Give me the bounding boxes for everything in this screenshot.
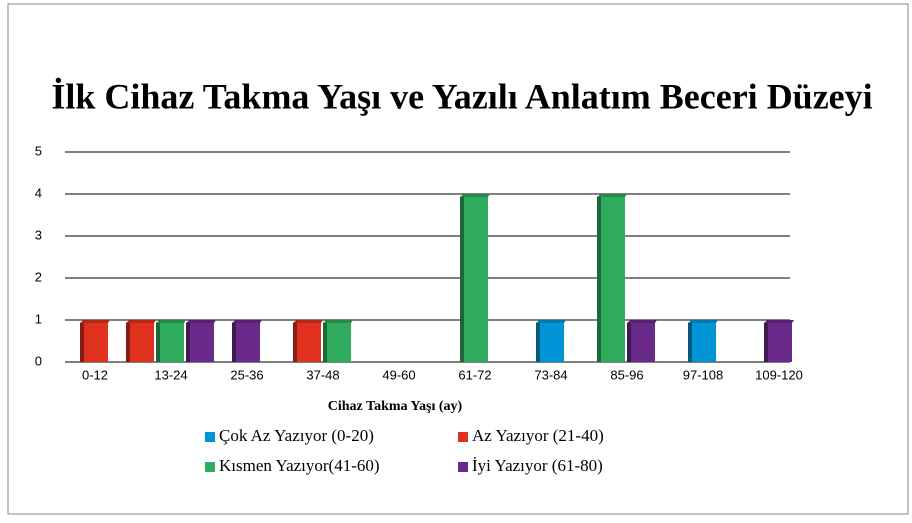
bar-face (190, 323, 214, 362)
bar-top (126, 320, 156, 323)
bar-side (688, 320, 692, 362)
y-tick-label: 1 (35, 311, 42, 326)
bar-side (232, 320, 236, 362)
bar (232, 320, 262, 362)
bar (688, 320, 718, 362)
y-tick-label: 2 (35, 269, 42, 284)
bar (156, 320, 186, 362)
bar-top (293, 320, 323, 323)
bar-top (186, 320, 216, 323)
bar (80, 320, 110, 362)
legend-swatch (458, 462, 468, 472)
chart-title: İlk Cihaz Takma Yaşı ve Yazılı Anlatım B… (51, 76, 872, 116)
legend-label: Çok Az Yazıyor (0-20) (219, 426, 374, 445)
bar (764, 320, 794, 362)
bar-face (297, 323, 321, 362)
bar-face (130, 323, 154, 362)
bar-top (627, 320, 657, 323)
bar-top (536, 320, 566, 323)
bar-side (597, 194, 601, 362)
bar-face (236, 323, 260, 362)
bar-top (323, 320, 353, 323)
x-tick-label: 61-72 (458, 367, 491, 382)
bar (126, 320, 156, 362)
bar-face (84, 323, 108, 362)
bar-face (631, 323, 655, 362)
bar-face (327, 323, 351, 362)
bar-side (126, 320, 130, 362)
bar-side (460, 194, 464, 362)
bar-face (464, 197, 488, 362)
bar (293, 320, 323, 362)
y-tick-label: 4 (35, 185, 42, 200)
bar-top (597, 194, 627, 197)
x-tick-label: 0-12 (82, 367, 108, 382)
bar-top (232, 320, 262, 323)
legend-swatch (205, 432, 215, 442)
bar (536, 320, 566, 362)
bar-face (540, 323, 564, 362)
bar (627, 320, 657, 362)
x-tick-label: 13-24 (154, 367, 187, 382)
bar (597, 194, 627, 362)
frame (7, 3, 909, 515)
x-tick-label: 25-36 (230, 367, 263, 382)
bar-side (293, 320, 297, 362)
bar-top (460, 194, 490, 197)
bar-face (601, 197, 625, 362)
bar-side (536, 320, 540, 362)
bar-side (80, 320, 84, 362)
bar-side (323, 320, 327, 362)
legend-label: İyi Yazıyor (61-80) (472, 456, 603, 475)
bar-face (692, 323, 716, 362)
bar-side (156, 320, 160, 362)
bar-side (627, 320, 631, 362)
y-tick-label: 0 (35, 353, 42, 368)
x-tick-label: 97-108 (683, 367, 723, 382)
bar-top (688, 320, 718, 323)
bar-top (764, 320, 794, 323)
bar (186, 320, 216, 362)
bar-face (160, 323, 184, 362)
bar-top (156, 320, 186, 323)
legend-label: Az Yazıyor (21-40) (472, 426, 604, 445)
y-tick-label: 3 (35, 227, 42, 242)
x-tick-label: 37-48 (306, 367, 339, 382)
legend-swatch (458, 432, 468, 442)
x-tick-label: 85-96 (610, 367, 643, 382)
bar (460, 194, 490, 362)
bar-side (186, 320, 190, 362)
bar-face (768, 323, 792, 362)
x-tick-label: 49-60 (382, 367, 415, 382)
x-tick-label: 109-120 (755, 367, 803, 382)
bar (323, 320, 353, 362)
x-axis-title: Cihaz Takma Yaşı (ay) (328, 399, 463, 414)
legend-label: Kısmen Yazıyor(41-60) (219, 456, 380, 475)
bar-side (764, 320, 768, 362)
bar-top (80, 320, 110, 323)
x-tick-label: 73-84 (534, 367, 567, 382)
legend-swatch (205, 462, 215, 472)
y-tick-label: 5 (35, 143, 42, 158)
